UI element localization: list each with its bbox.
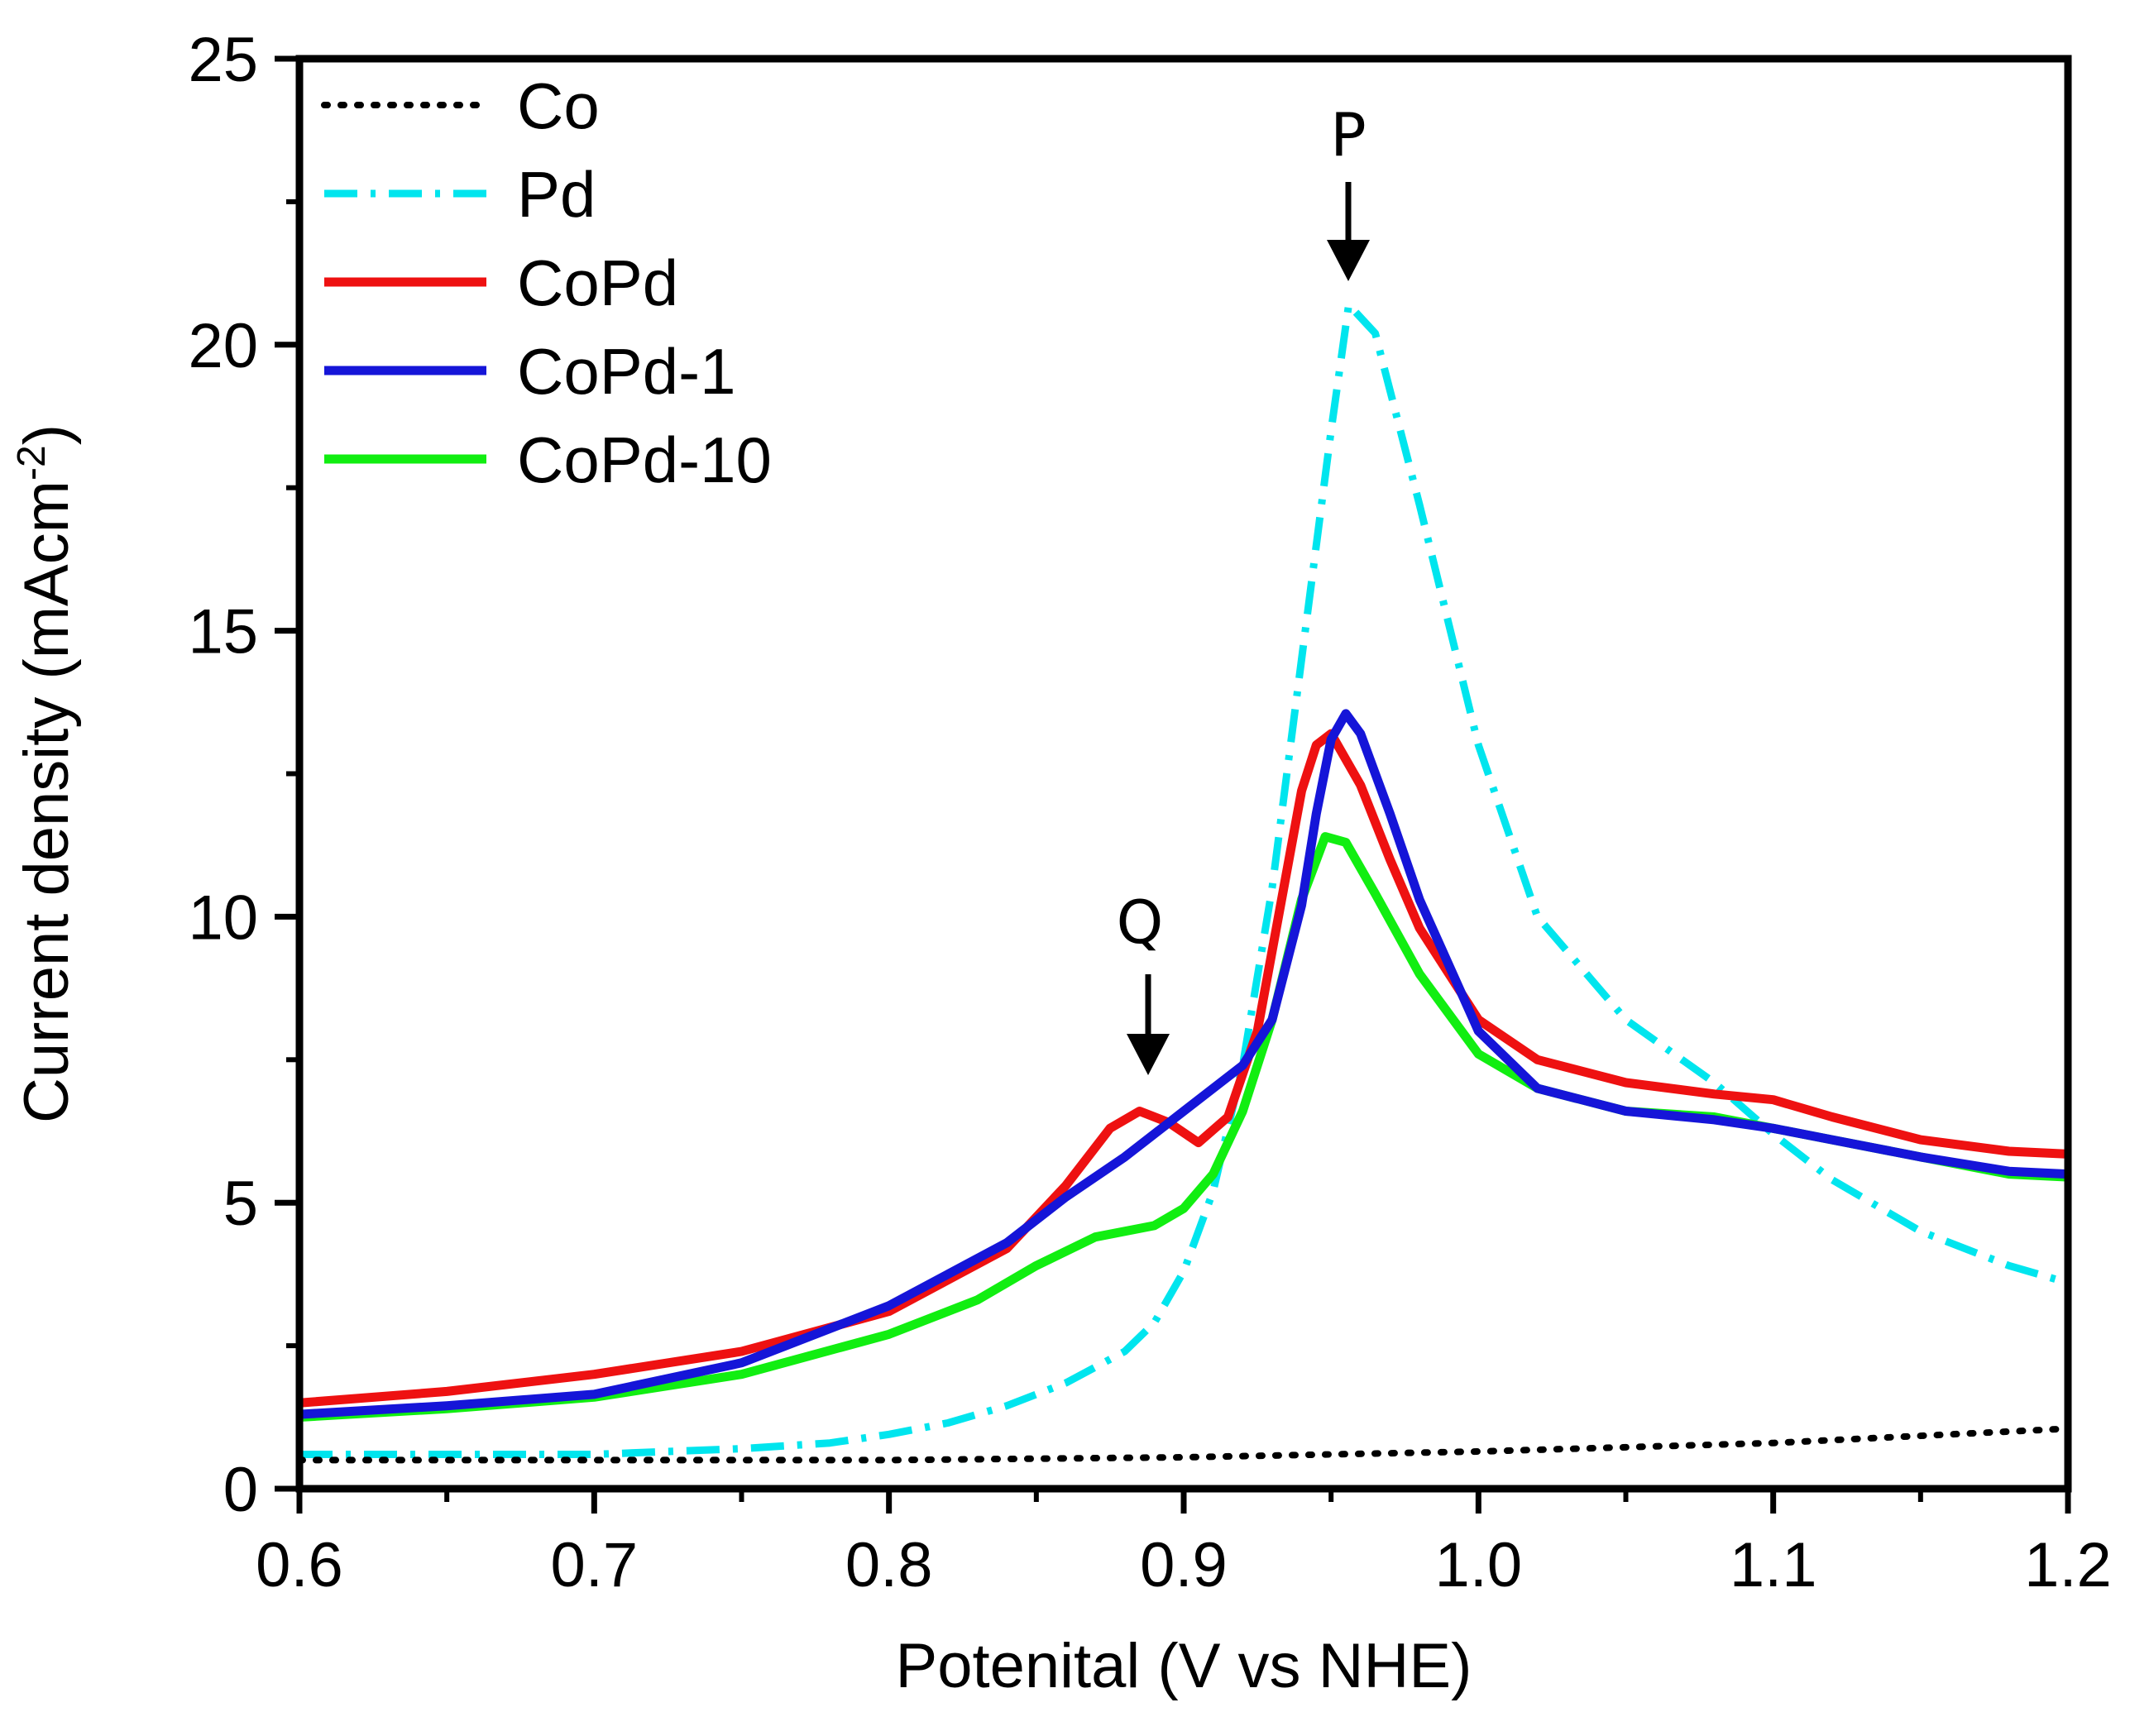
legend-label-copd-1: CoPd-1 [517,335,735,408]
y-tick-label: 0 [223,1455,258,1525]
y-axis-title-main: Current density (mAcm [12,481,82,1123]
y-axis-title-close: ) [12,424,82,445]
x-tick-label: 1.0 [1435,1530,1523,1600]
y-tick-label: 5 [223,1169,258,1239]
annotations: PQ [1117,100,1370,1075]
annotation-arrow-head-p [1327,240,1370,281]
y-tick-label: 10 [188,882,258,953]
x-tick-label: 0.6 [256,1530,343,1600]
y-tick-label: 15 [188,597,258,667]
series-line-copd-1 [299,709,2068,1419]
x-tick-label: 1.2 [2024,1530,2112,1600]
legend-label-copd: CoPd [517,246,678,319]
legend-label-co: Co [517,69,600,142]
y-tick-label: 25 [188,25,258,95]
x-axis-title: Potenital (V vs NHE) [896,1631,1472,1701]
x-tick-label: 0.7 [551,1530,639,1600]
annotation-arrow-head-q [1127,1034,1170,1075]
annotation-label-q: Q [1117,887,1164,957]
axes-layer: 0.6 0.7 0.8 0.9 1.0 1.1 1.2 0 5 10 15 20 25 [188,25,2111,1600]
y-axis-title-superscript: -2 [10,445,54,481]
y-axis-title: Current density (mAcm-2) [10,424,82,1123]
series-layer [299,300,2068,1464]
legend-label-copd-10: CoPd-10 [517,423,772,496]
x-tick-label: 0.9 [1140,1530,1228,1600]
x-tick-label: 0.8 [845,1530,933,1600]
series-line-copd [299,729,2068,1408]
y-tick-label: 20 [188,311,258,381]
x-tick-label: 1.1 [1730,1530,1817,1600]
legend-label-pd: Pd [517,158,596,231]
annotation-label-p: P [1330,100,1366,170]
series-line-co [299,1425,2068,1464]
